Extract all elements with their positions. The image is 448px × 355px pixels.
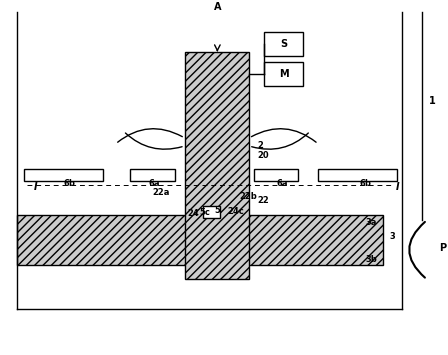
Text: S: S [280, 39, 287, 49]
Text: 6b: 6b [360, 179, 372, 188]
Text: 2: 2 [257, 141, 263, 151]
Text: 6a: 6a [277, 179, 288, 188]
Text: 24: 24 [188, 209, 199, 218]
Text: I: I [34, 182, 37, 192]
Text: 1: 1 [429, 97, 436, 106]
Bar [264, 62, 303, 86]
Bar [264, 32, 303, 56]
Text: 5: 5 [215, 206, 220, 215]
Text: 22a: 22a [152, 188, 169, 197]
Text: 3a: 3a [366, 218, 377, 226]
Bar [318, 169, 397, 181]
Text: P: P [439, 243, 446, 253]
FancyArrowPatch shape [252, 133, 308, 149]
Text: 20: 20 [257, 151, 268, 160]
Text: 6a: 6a [148, 179, 159, 188]
Bar [130, 169, 175, 181]
Text: 3b: 3b [366, 255, 378, 264]
Text: A: A [214, 2, 221, 12]
Bar [254, 169, 298, 181]
Text: 5c: 5c [199, 208, 211, 217]
Text: 3: 3 [389, 233, 395, 241]
Text: I: I [396, 182, 399, 192]
Bar [17, 215, 383, 264]
Text: 22: 22 [257, 196, 269, 205]
FancyArrowPatch shape [118, 129, 182, 142]
Bar [185, 52, 249, 279]
Text: 24c: 24c [227, 207, 244, 216]
FancyArrowPatch shape [409, 222, 425, 278]
FancyArrowPatch shape [125, 133, 182, 149]
Text: 6b: 6b [63, 179, 75, 188]
FancyArrowPatch shape [251, 129, 316, 142]
Bar [202, 206, 220, 218]
Text: 22b: 22b [239, 192, 257, 201]
Bar [24, 169, 103, 181]
Text: M: M [279, 69, 289, 79]
